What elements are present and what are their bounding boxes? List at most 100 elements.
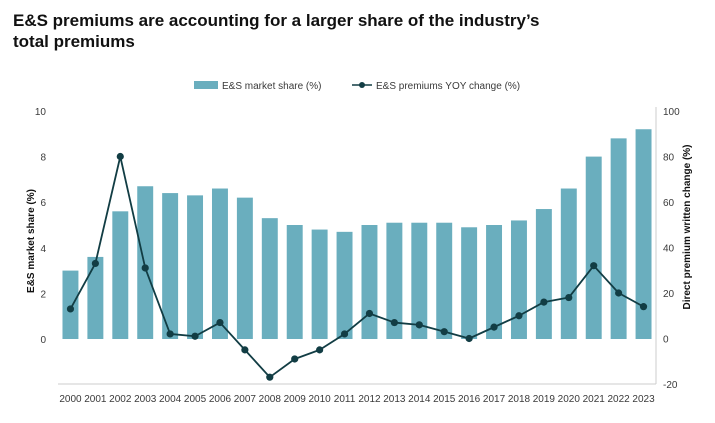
line-point-2019 [540, 298, 548, 306]
bar-2020 [560, 188, 577, 339]
line-point-2022 [615, 289, 623, 297]
x-axis-ticks: 2000 2001 2002 2003 2004 2005 2006 2007 2008 2009… [59, 394, 655, 405]
line-point-2006 [216, 318, 224, 327]
line-point-2008 [266, 373, 274, 381]
chart-title: E&S premiums are accounting for a larger… [13, 11, 540, 51]
right-tick-label: -20 [663, 380, 678, 391]
bar-2015 [436, 222, 453, 339]
line-point-2000 [66, 305, 75, 313]
bar-series [62, 129, 652, 339]
line-series [66, 152, 648, 381]
right-tick-label: 80 [663, 153, 675, 164]
bar-2003 [137, 186, 154, 339]
line-point-2004 [166, 330, 174, 338]
left-tick-label: 10 [35, 107, 47, 118]
legend: E&S market share (%) E&S premiums YOY ch… [194, 81, 520, 92]
line-point-2005 [191, 332, 199, 340]
x-tick-label: 2015 [433, 394, 456, 405]
x-tick-label: 2009 [284, 394, 307, 405]
x-tick-label: 2007 [234, 394, 257, 405]
x-tick-label: 2001 [84, 394, 107, 405]
bar-2023 [635, 129, 652, 339]
left-axis-ticks: 0 2 4 6 8 10 [35, 107, 47, 346]
bar-2016 [461, 227, 478, 339]
x-tick-label: 2020 [558, 394, 581, 405]
x-tick-label: 2008 [259, 394, 282, 405]
bar-2011 [336, 231, 353, 339]
x-tick-label: 2018 [508, 394, 531, 405]
x-tick-label: 2019 [533, 394, 556, 405]
right-tick-label: 60 [663, 198, 675, 209]
right-tick-label: 20 [663, 289, 675, 300]
bar-2014 [411, 222, 428, 339]
bar-2018 [510, 220, 527, 339]
line-point-2013 [390, 318, 398, 327]
left-axis-label: E&S market share (%) [26, 189, 37, 293]
line-point-2021 [590, 262, 598, 270]
line-point-2023 [639, 303, 648, 311]
line-point-2011 [340, 330, 349, 338]
right-axis-ticks: -20 0 20 40 60 80 100 [663, 107, 680, 391]
left-tick-label: 8 [40, 153, 46, 164]
x-tick-label: 2017 [483, 394, 506, 405]
bar-2004 [162, 193, 179, 339]
x-tick-label: 2022 [608, 394, 631, 405]
x-tick-label: 2011 [334, 394, 356, 405]
x-tick-label: 2014 [408, 394, 431, 405]
x-tick-label: 2003 [134, 394, 157, 405]
line-point-2007 [241, 346, 249, 354]
line-point-2001 [91, 259, 99, 268]
x-tick-label: 2023 [632, 394, 655, 405]
bar-2013 [386, 222, 403, 339]
left-tick-label: 6 [40, 198, 46, 209]
bar-2017 [486, 225, 503, 339]
x-tick-label: 2002 [109, 394, 132, 405]
line-point-2012 [365, 309, 374, 318]
line-point-2015 [440, 328, 448, 336]
line-point-2020 [565, 293, 573, 302]
x-tick-label: 2013 [383, 394, 406, 405]
bar-2010 [311, 229, 328, 339]
bar-2002 [112, 211, 129, 339]
bar-2019 [535, 209, 552, 339]
right-tick-label: 100 [663, 107, 680, 118]
bar-2006 [211, 188, 228, 339]
bar-2001 [87, 256, 104, 339]
yoy-change-line [69, 155, 644, 379]
x-tick-label: 2010 [309, 394, 332, 405]
right-tick-label: 40 [663, 244, 675, 255]
line-point-2009 [291, 355, 299, 363]
line-point-2018 [515, 312, 523, 320]
x-tick-label: 2006 [209, 394, 232, 405]
line-point-2010 [316, 346, 324, 354]
bar-2005 [187, 195, 204, 339]
line-point-2014 [415, 321, 423, 329]
x-tick-label: 2005 [184, 394, 207, 405]
bar-2012 [361, 225, 378, 339]
right-tick-label: 0 [663, 335, 669, 346]
legend-swatch-bar [194, 81, 218, 89]
bar-2009 [286, 225, 303, 339]
x-tick-label: 2021 [583, 394, 606, 405]
line-point-2016 [465, 334, 473, 343]
x-tick-label: 2016 [458, 394, 481, 405]
legend-label-yoy-change: E&S premiums YOY change (%) [376, 81, 520, 92]
line-point-2002 [116, 152, 124, 161]
left-tick-label: 4 [40, 244, 46, 255]
x-tick-label: 2012 [358, 394, 381, 405]
bar-2022 [610, 138, 627, 339]
x-tick-label: 2004 [159, 394, 182, 405]
legend-label-market-share: E&S market share (%) [222, 81, 321, 92]
bar-2000 [62, 270, 79, 339]
bar-2007 [236, 197, 253, 339]
bar-2021 [585, 156, 602, 339]
bar-2008 [261, 218, 278, 339]
x-tick-label: 2000 [59, 394, 82, 405]
line-point-2003 [141, 264, 149, 272]
legend-swatch-marker [359, 82, 365, 88]
line-point-2017 [490, 323, 498, 331]
left-tick-label: 2 [40, 289, 46, 300]
right-axis-label: Direct premium written change (%) [682, 144, 693, 309]
left-tick-label: 0 [40, 335, 46, 346]
